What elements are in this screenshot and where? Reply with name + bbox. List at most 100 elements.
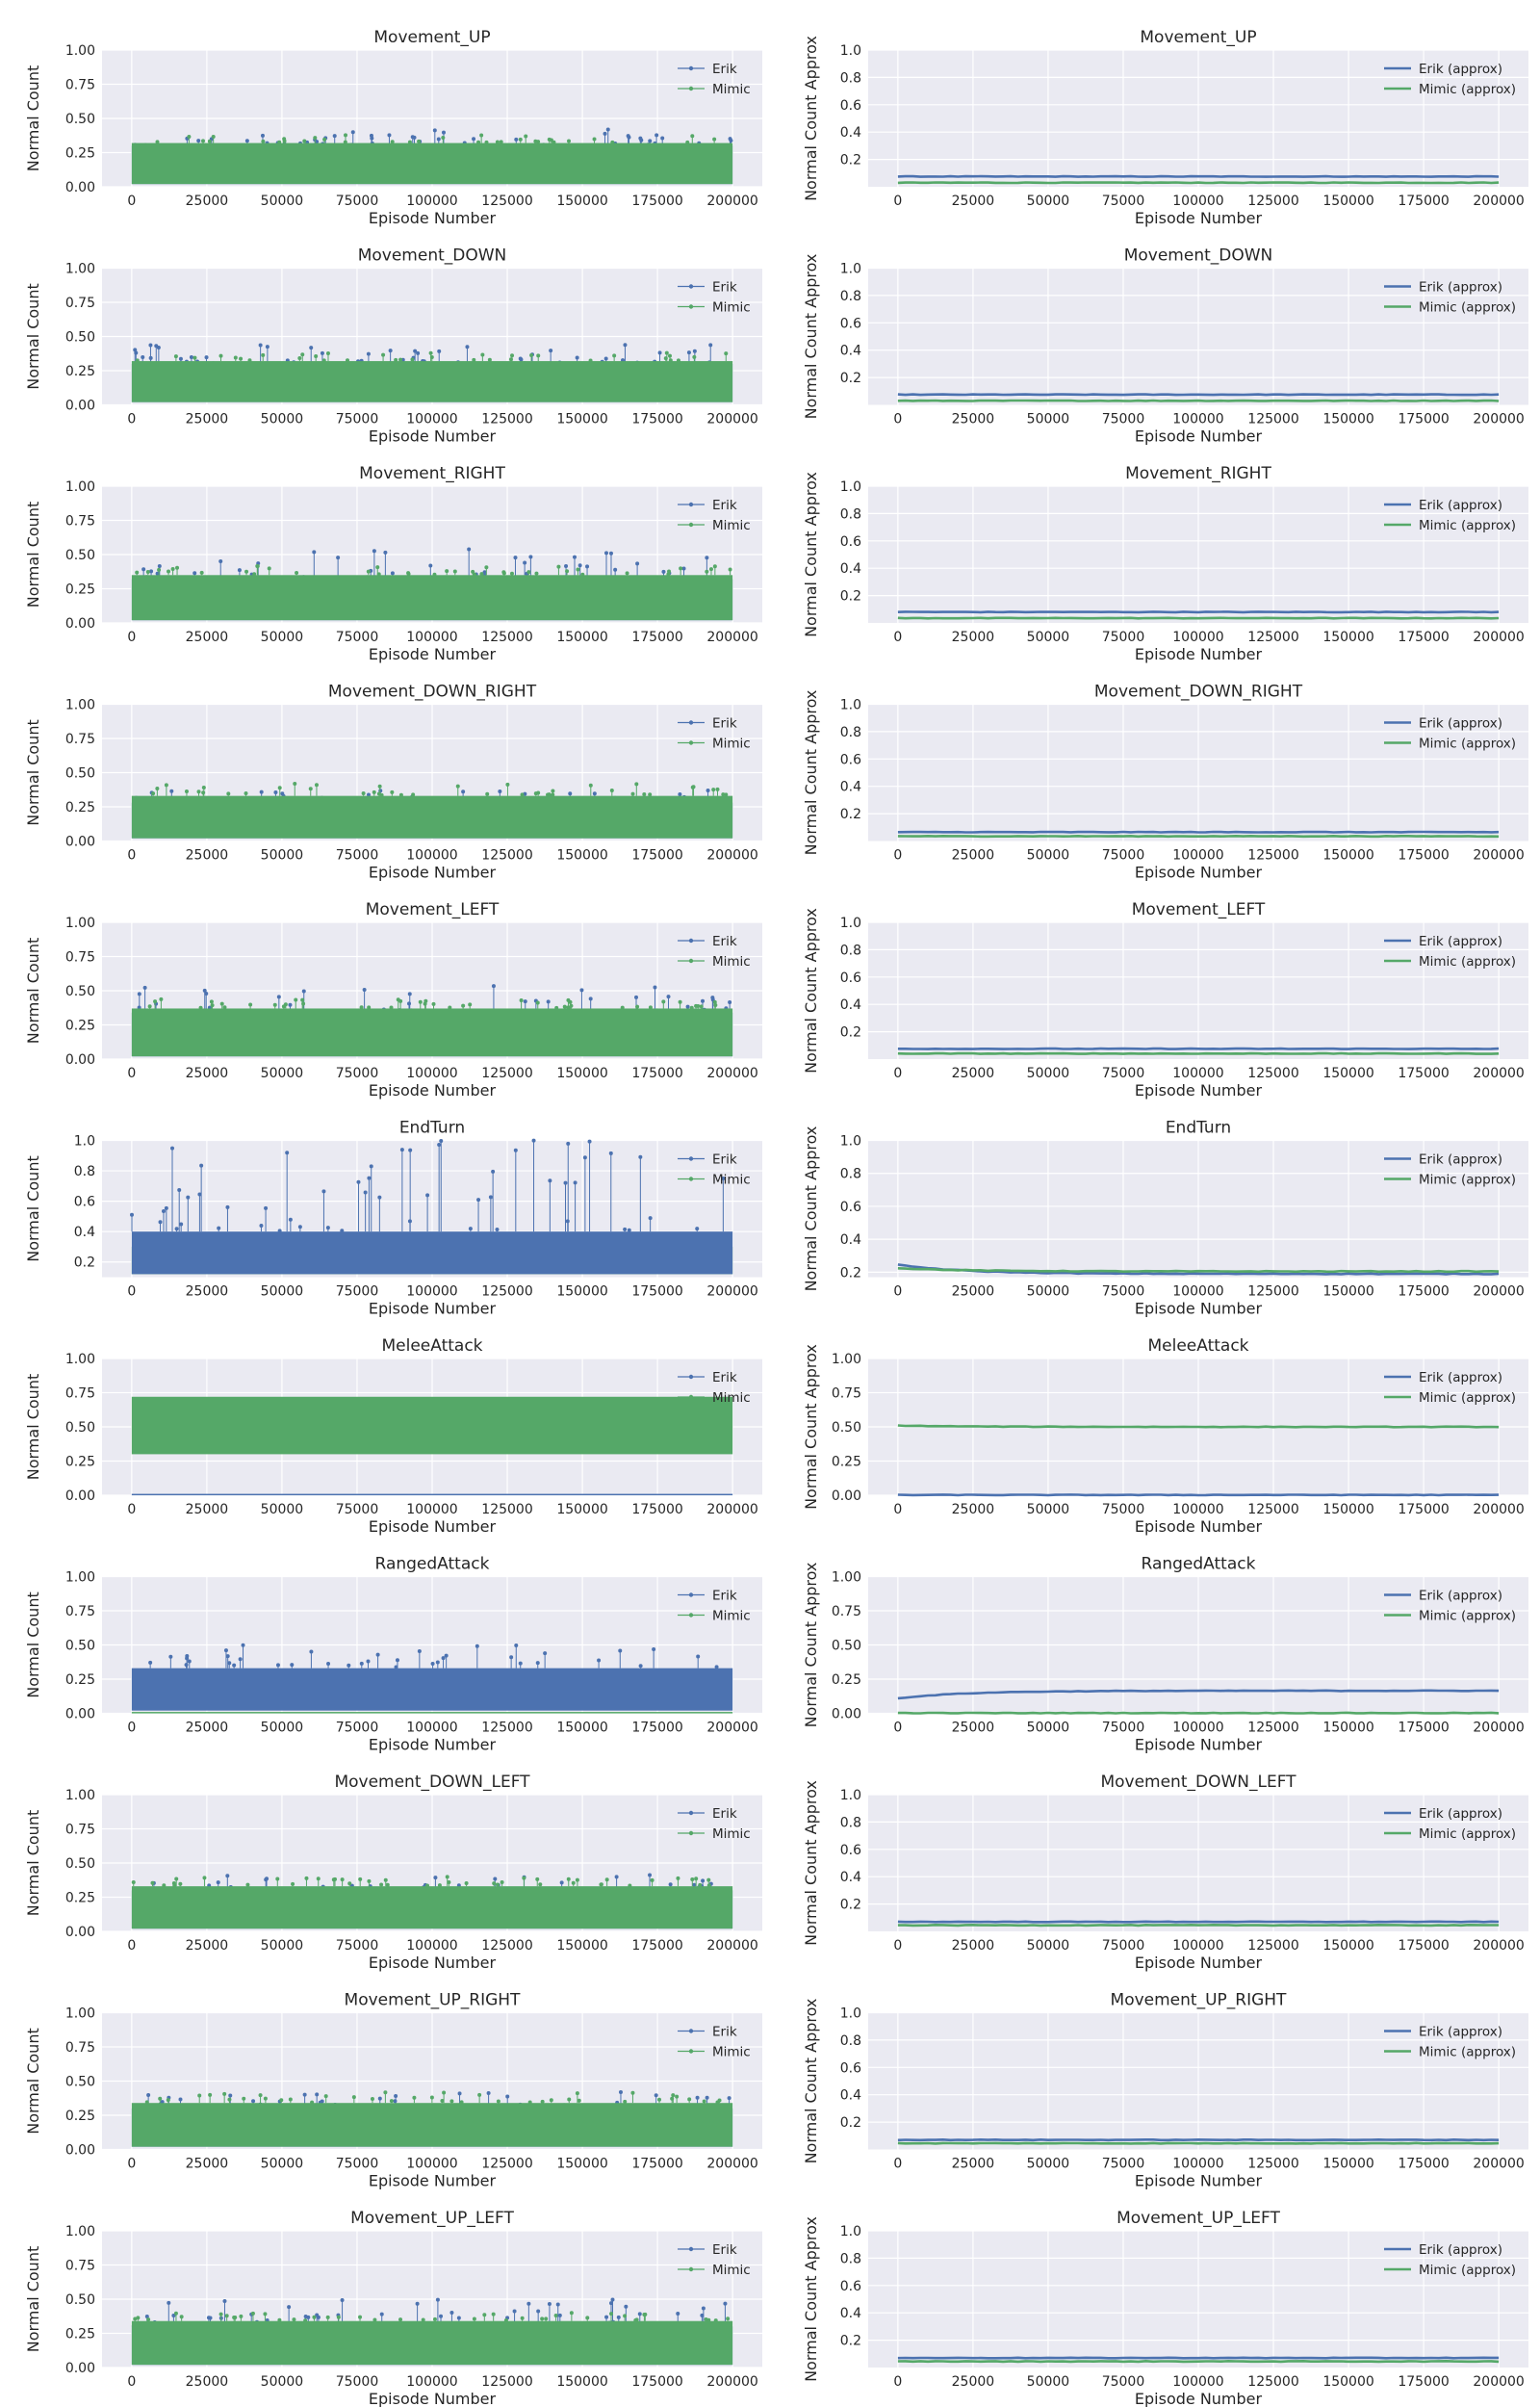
data-point <box>178 2097 183 2102</box>
data-point <box>666 995 671 999</box>
data-point <box>623 2099 628 2104</box>
data-point <box>153 999 158 1004</box>
data-point <box>455 784 460 789</box>
data-point <box>698 1882 703 1887</box>
data-point <box>575 2091 579 2096</box>
data-point <box>398 2317 403 2322</box>
y-tick-label: 0.25 <box>65 1019 95 1034</box>
data-point <box>395 1658 399 1663</box>
y-tick-label: 0.75 <box>65 2259 95 2274</box>
subplot-title: Movement_DOWN_RIGHT <box>1094 683 1303 702</box>
y-tick-label: 0.50 <box>832 1639 861 1654</box>
data-point <box>706 1883 711 1888</box>
x-axis-label: Episode Number <box>369 427 497 446</box>
y-tick-label: 0.75 <box>65 1823 95 1838</box>
data-point <box>313 136 318 141</box>
data-point <box>715 787 720 791</box>
data-point <box>417 139 422 143</box>
data-point <box>150 1880 155 1885</box>
series-line <box>897 1711 1500 1715</box>
data-series <box>129 1138 733 1275</box>
x-tick-label: 125000 <box>481 2157 532 2172</box>
legend: Erik (approx) Mimic (approx) <box>1384 2025 1516 2060</box>
legend-marker <box>688 958 694 964</box>
data-point <box>336 556 341 560</box>
data-point <box>147 1004 152 1009</box>
data-point <box>413 349 418 353</box>
x-tick-label: 200000 <box>1473 1938 1524 1954</box>
data-point <box>359 1661 364 1666</box>
series-line <box>897 616 1500 620</box>
data-point <box>223 1648 228 1653</box>
data-point <box>534 571 539 576</box>
data-point <box>484 140 489 144</box>
legend-label: Erik <box>712 1152 737 1168</box>
subplot-title: Movement_LEFT <box>1132 900 1266 919</box>
data-point <box>505 782 510 787</box>
series-band <box>131 2320 733 2366</box>
data-point <box>133 348 138 352</box>
data-point <box>196 789 201 794</box>
x-tick-label: 125000 <box>481 1721 532 1736</box>
data-point <box>540 2099 545 2104</box>
x-axis-label: Episode Number <box>1135 1736 1263 1754</box>
legend-label: Erik <box>712 1806 737 1822</box>
data-point <box>706 2317 711 2322</box>
data-point <box>366 1659 371 1664</box>
x-tick-label: 150000 <box>1322 1721 1373 1736</box>
x-tick-label: 75000 <box>1102 1721 1145 1736</box>
data-point <box>187 1659 192 1664</box>
data-point <box>520 2316 525 2320</box>
series-band <box>131 1008 733 1057</box>
data-point <box>518 1661 523 1666</box>
data-point <box>535 1661 540 1666</box>
data-point <box>526 2301 531 2306</box>
x-tick-label: 100000 <box>1172 1502 1223 1517</box>
y-tick-label: 0.50 <box>65 1420 95 1436</box>
legend-label: Erik <box>712 934 737 949</box>
data-point <box>398 998 403 1003</box>
data-point <box>479 572 484 577</box>
legend-marker <box>688 2246 694 2252</box>
data-point <box>248 1002 253 1007</box>
subplot: 0 25000 50000 75000 100000 125000 150000 175000… <box>802 464 1528 663</box>
y-tick-label: 0.00 <box>65 2143 95 2159</box>
data-point <box>351 2095 356 2100</box>
data-point <box>350 130 355 135</box>
data-point <box>499 140 503 144</box>
series-line <box>897 1920 1500 1924</box>
y-tick-label: 0.75 <box>65 2040 95 2056</box>
data-point <box>370 2097 374 2102</box>
data-point <box>369 133 373 138</box>
x-tick-label: 200000 <box>706 1938 757 1954</box>
x-tick-label: 75000 <box>1102 1938 1145 1954</box>
x-tick-label: 25000 <box>952 1066 995 1081</box>
data-point <box>244 791 248 796</box>
series-line <box>897 174 1500 178</box>
y-tick-label: 0.50 <box>65 112 95 127</box>
data-point <box>449 2310 454 2315</box>
x-tick-label: 100000 <box>1172 1938 1223 1954</box>
data-point <box>416 350 421 355</box>
data-point <box>724 351 729 356</box>
data-point <box>471 569 475 574</box>
data-point <box>482 570 487 575</box>
x-tick-label: 50000 <box>1027 2157 1070 2172</box>
subplot: 0 25000 50000 75000 100000 125000 150000 175000… <box>802 1119 1528 1318</box>
data-point <box>309 1649 314 1654</box>
x-tick-label: 100000 <box>406 1284 457 1300</box>
data-point <box>457 2091 462 2096</box>
data-point <box>377 784 382 789</box>
data-point <box>314 353 319 358</box>
legend: Erik (approx) Mimic (approx) <box>1384 498 1516 533</box>
x-tick-label: 150000 <box>556 1938 607 1954</box>
data-point <box>711 788 716 792</box>
data-point <box>505 2094 510 2099</box>
data-point <box>379 1882 384 1887</box>
y-tick-label: 0.6 <box>840 752 861 767</box>
x-axis-label: Episode Number <box>1135 1081 1263 1100</box>
data-point <box>533 791 538 796</box>
data-point <box>379 2312 384 2316</box>
y-tick-label: 0.8 <box>840 943 861 958</box>
data-point <box>297 1225 302 1229</box>
